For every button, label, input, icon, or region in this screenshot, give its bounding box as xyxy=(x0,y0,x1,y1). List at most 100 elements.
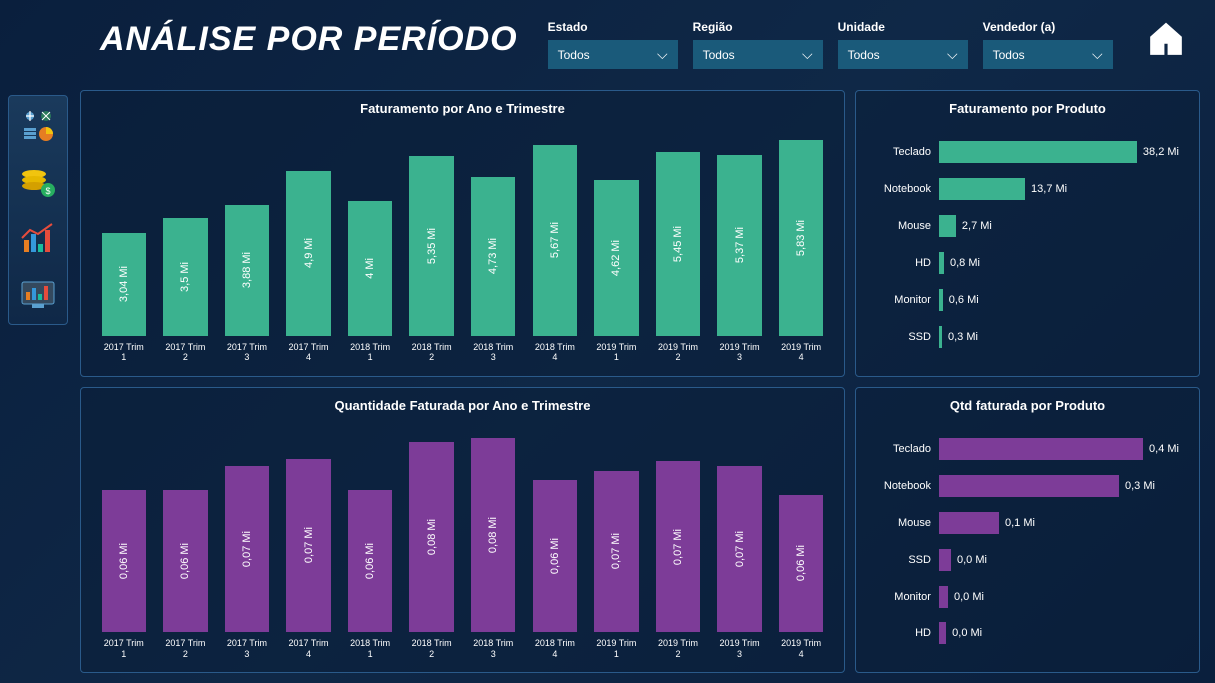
nav-trend-icon[interactable] xyxy=(14,216,62,260)
bar-x-label: 2019 Trim3 xyxy=(720,638,760,662)
chart-title: Faturamento por Ano e Trimestre xyxy=(91,101,834,116)
bar-value-label: 0,06 Mi xyxy=(179,543,191,579)
bar-column[interactable]: 5,83 Mi 2019 Trim4 xyxy=(773,134,829,366)
filter-select-estado[interactable]: Todos xyxy=(548,40,678,69)
bar-column[interactable]: 0,06 Mi 2019 Trim4 xyxy=(773,431,829,663)
bar-value-label: 0,06 Mi xyxy=(364,543,376,579)
page-title: ANÁLISE POR PERÍODO xyxy=(100,20,518,59)
hbar-row[interactable]: Monitor 0,0 Mi xyxy=(876,586,1179,608)
bar-column[interactable]: 0,08 Mi 2018 Trim3 xyxy=(465,431,521,663)
bar-column[interactable]: 0,07 Mi 2017 Trim3 xyxy=(219,431,275,663)
hbar-row[interactable]: Notebook 0,3 Mi xyxy=(876,475,1179,497)
panel-faturamento-produto: Faturamento por Produto Teclado 38,2 MiN… xyxy=(855,90,1200,377)
hbar-category: Teclado xyxy=(876,443,931,455)
bar-column[interactable]: 0,06 Mi 2018 Trim1 xyxy=(342,431,398,663)
bar-x-label: 2019 Trim3 xyxy=(720,342,760,366)
bar-column[interactable]: 3,04 Mi 2017 Trim1 xyxy=(96,134,152,366)
bar-value-label: 5,37 Mi xyxy=(734,227,746,263)
bar-value-label: 0,06 Mi xyxy=(549,538,561,574)
bar-column[interactable]: 0,07 Mi 2019 Trim1 xyxy=(589,431,645,663)
hbar-bar xyxy=(939,141,1137,163)
nav-settings-icon[interactable] xyxy=(14,104,62,148)
bar-column[interactable]: 4,62 Mi 2019 Trim1 xyxy=(589,134,645,366)
chart-title: Quantidade Faturada por Ano e Trimestre xyxy=(91,398,834,413)
hbar-row[interactable]: Mouse 2,7 Mi xyxy=(876,215,1179,237)
hbar-category: Notebook xyxy=(876,183,931,195)
home-icon[interactable] xyxy=(1147,20,1185,63)
bar-value-label: 0,07 Mi xyxy=(241,531,253,567)
svg-text:$: $ xyxy=(45,186,50,196)
hbar-row[interactable]: Notebook 13,7 Mi xyxy=(876,178,1179,200)
hbar-row[interactable]: SSD 0,0 Mi xyxy=(876,549,1179,571)
hbar-value-label: 38,2 Mi xyxy=(1143,146,1179,158)
hbar-category: Monitor xyxy=(876,294,931,306)
hbar-row[interactable]: HD 0,8 Mi xyxy=(876,252,1179,274)
hbar-row[interactable]: Teclado 0,4 Mi xyxy=(876,438,1179,460)
bar-column[interactable]: 0,08 Mi 2018 Trim2 xyxy=(404,431,460,663)
bar-x-label: 2018 Trim4 xyxy=(535,342,575,366)
hbar-row[interactable]: Mouse 0,1 Mi xyxy=(876,512,1179,534)
hbar-row[interactable]: HD 0,0 Mi xyxy=(876,622,1179,644)
hbar-category: Notebook xyxy=(876,480,931,492)
bar-column[interactable]: 0,07 Mi 2019 Trim2 xyxy=(650,431,706,663)
hbar-category: HD xyxy=(876,627,931,639)
hbar-row[interactable]: Monitor 0,6 Mi xyxy=(876,289,1179,311)
hbar-value-label: 0,3 Mi xyxy=(1125,480,1155,492)
bar-x-label: 2018 Trim1 xyxy=(350,342,390,366)
bar-column[interactable]: 0,07 Mi 2017 Trim4 xyxy=(281,431,337,663)
bar-value-label: 3,04 Mi xyxy=(118,266,130,302)
quantidade-produto-chart[interactable]: Teclado 0,4 Mi Notebook 0,3 Mi Mouse 0,1 M… xyxy=(866,421,1189,663)
bar-column[interactable]: 0,06 Mi 2017 Trim1 xyxy=(96,431,152,663)
faturamento-periodo-chart[interactable]: 3,04 Mi 2017 Trim13,5 Mi 2017 Trim23,88 … xyxy=(91,124,834,366)
bar-column[interactable]: 0,06 Mi 2017 Trim2 xyxy=(158,431,214,663)
filter-select-unidade[interactable]: Todos xyxy=(838,40,968,69)
bar-value-label: 0,08 Mi xyxy=(487,517,499,553)
bar-value-label: 4,62 Mi xyxy=(610,240,622,276)
panel-quantidade-produto: Qtd faturada por Produto Teclado 0,4 MiN… xyxy=(855,387,1200,674)
filters-bar: Estado TodosRegião TodosUnidade TodosVen… xyxy=(548,20,1137,69)
filter-select-região[interactable]: Todos xyxy=(693,40,823,69)
bar-column[interactable]: 4,73 Mi 2018 Trim3 xyxy=(465,134,521,366)
hbar-row[interactable]: Teclado 38,2 Mi xyxy=(876,141,1179,163)
bar-x-label: 2019 Trim1 xyxy=(596,342,636,366)
bar-column[interactable]: 5,35 Mi 2018 Trim2 xyxy=(404,134,460,366)
bar-column[interactable]: 5,67 Mi 2018 Trim4 xyxy=(527,134,583,366)
bar-column[interactable]: 5,45 Mi 2019 Trim2 xyxy=(650,134,706,366)
faturamento-produto-chart[interactable]: Teclado 38,2 Mi Notebook 13,7 Mi Mouse 2,7… xyxy=(866,124,1189,366)
bar-column[interactable]: 0,07 Mi 2019 Trim3 xyxy=(712,431,768,663)
hbar-bar xyxy=(939,586,948,608)
bar-value-label: 0,06 Mi xyxy=(795,545,807,581)
bar-column[interactable]: 0,06 Mi 2018 Trim4 xyxy=(527,431,583,663)
nav-finance-icon[interactable]: $ xyxy=(14,160,62,204)
hbar-bar xyxy=(939,178,1025,200)
bar-column[interactable]: 3,5 Mi 2017 Trim2 xyxy=(158,134,214,366)
hbar-value-label: 0,1 Mi xyxy=(1005,517,1035,529)
bar-value-label: 4,73 Mi xyxy=(487,238,499,274)
bar-value-label: 3,5 Mi xyxy=(179,262,191,292)
hbar-value-label: 0,4 Mi xyxy=(1149,443,1179,455)
bar-column[interactable]: 5,37 Mi 2019 Trim3 xyxy=(712,134,768,366)
bar-value-label: 0,06 Mi xyxy=(118,543,130,579)
bar-x-label: 2017 Trim2 xyxy=(165,342,205,366)
bar-value-label: 0,07 Mi xyxy=(734,531,746,567)
hbar-bar xyxy=(939,622,946,644)
hbar-row[interactable]: SSD 0,3 Mi xyxy=(876,326,1179,348)
quantidade-periodo-chart[interactable]: 0,06 Mi 2017 Trim10,06 Mi 2017 Trim20,07… xyxy=(91,421,834,663)
hbar-value-label: 0,8 Mi xyxy=(950,257,980,269)
hbar-bar xyxy=(939,215,956,237)
bar-column[interactable]: 4 Mi 2018 Trim1 xyxy=(342,134,398,366)
bar-x-label: 2018 Trim2 xyxy=(412,638,452,662)
hbar-bar xyxy=(939,549,951,571)
bar-column[interactable]: 3,88 Mi 2017 Trim3 xyxy=(219,134,275,366)
filter-select-vendedor (a)[interactable]: Todos xyxy=(983,40,1113,69)
nav-dashboard-icon[interactable] xyxy=(14,272,62,316)
hbar-category: Mouse xyxy=(876,220,931,232)
bar-value-label: 4,9 Mi xyxy=(303,238,315,268)
sidebar: $ xyxy=(8,95,68,325)
bar-column[interactable]: 4,9 Mi 2017 Trim4 xyxy=(281,134,337,366)
bar-value-label: 5,45 Mi xyxy=(672,226,684,262)
hbar-value-label: 2,7 Mi xyxy=(962,220,992,232)
hbar-category: Monitor xyxy=(876,591,931,603)
bar-x-label: 2018 Trim4 xyxy=(535,638,575,662)
bar-x-label: 2018 Trim2 xyxy=(412,342,452,366)
